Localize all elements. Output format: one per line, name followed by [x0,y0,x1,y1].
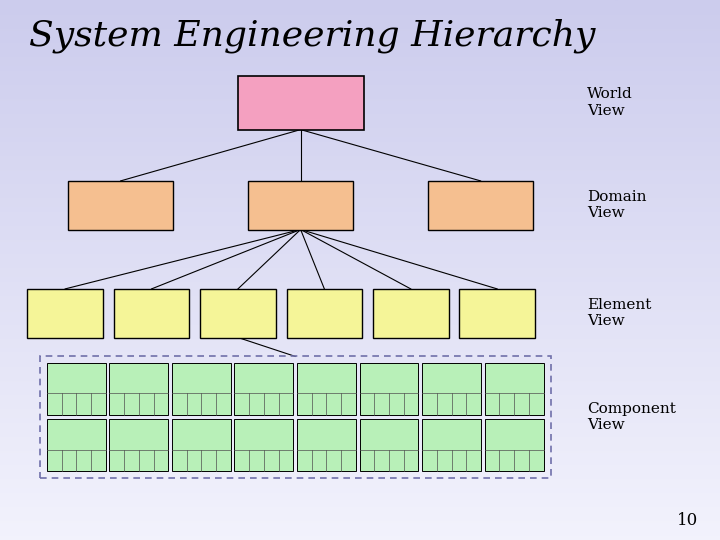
FancyBboxPatch shape [172,363,231,415]
FancyBboxPatch shape [422,419,481,471]
Text: Component
View: Component View [587,402,675,432]
FancyBboxPatch shape [109,419,168,471]
FancyBboxPatch shape [47,363,106,415]
FancyBboxPatch shape [297,363,356,415]
FancyBboxPatch shape [359,419,418,471]
FancyBboxPatch shape [172,419,231,471]
FancyBboxPatch shape [238,76,364,130]
FancyBboxPatch shape [459,289,535,338]
FancyBboxPatch shape [359,363,418,415]
FancyBboxPatch shape [428,181,533,230]
FancyBboxPatch shape [114,289,189,338]
Text: World
View: World View [587,87,633,118]
FancyBboxPatch shape [485,363,544,415]
Text: Element
View: Element View [587,298,651,328]
FancyBboxPatch shape [200,289,276,338]
FancyBboxPatch shape [109,363,168,415]
Text: Domain
View: Domain View [587,190,647,220]
FancyBboxPatch shape [297,419,356,471]
FancyBboxPatch shape [47,419,106,471]
FancyBboxPatch shape [248,181,353,230]
FancyBboxPatch shape [422,363,481,415]
FancyBboxPatch shape [287,289,362,338]
FancyBboxPatch shape [485,419,544,471]
Text: System Engineering Hierarchy: System Engineering Hierarchy [29,19,595,53]
Text: 10: 10 [677,512,698,529]
FancyBboxPatch shape [27,289,103,338]
FancyBboxPatch shape [235,419,294,471]
FancyBboxPatch shape [235,363,294,415]
FancyBboxPatch shape [373,289,449,338]
FancyBboxPatch shape [68,181,173,230]
